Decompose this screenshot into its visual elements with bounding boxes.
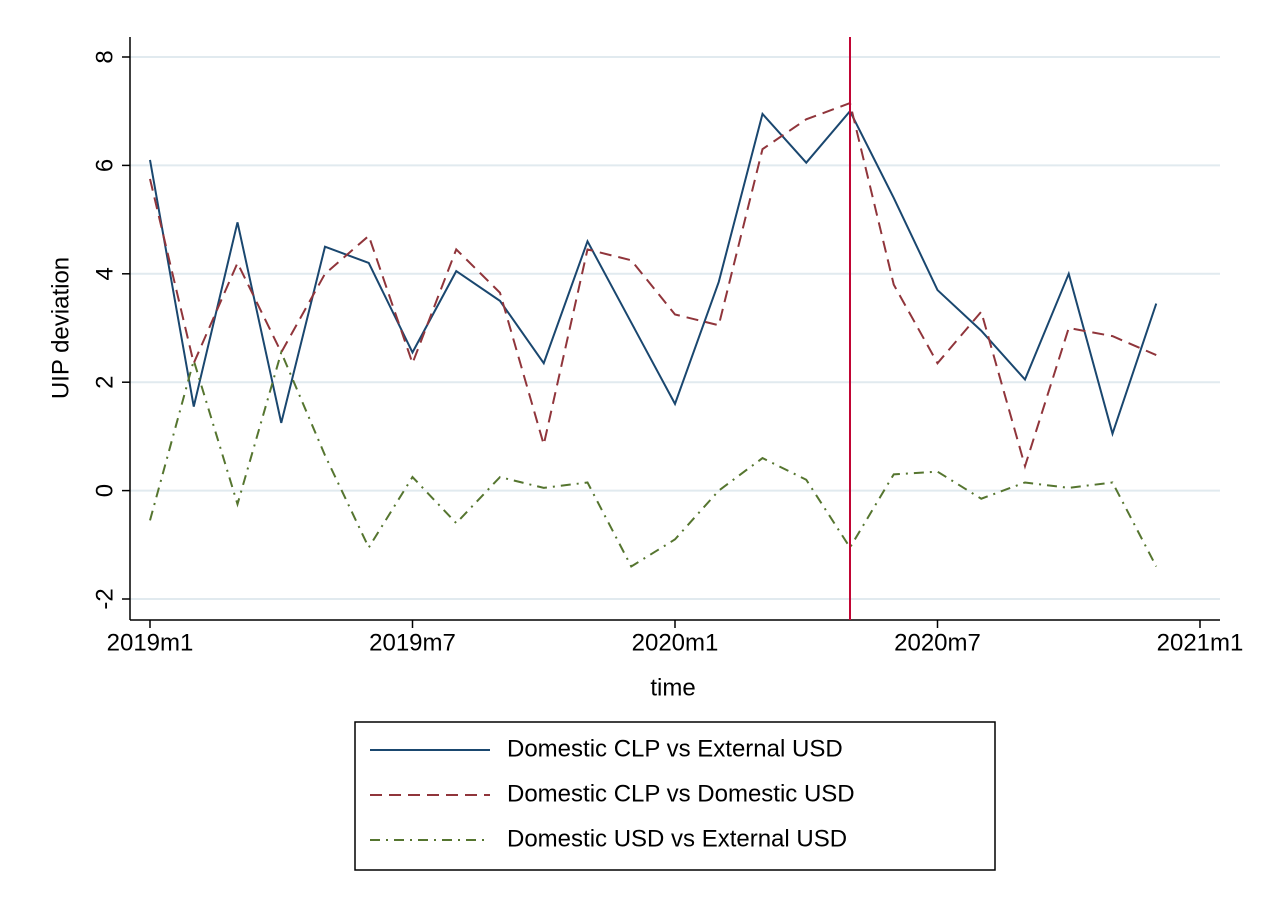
x-tick-label: 2019m7 xyxy=(369,629,456,656)
y-axis-title: UIP deviation xyxy=(47,257,74,399)
x-tick-label: 2020m7 xyxy=(894,629,981,656)
y-tick-label: 4 xyxy=(91,267,118,280)
y-tick-label: 6 xyxy=(91,159,118,172)
legend-label: Domestic CLP vs Domestic USD xyxy=(507,780,855,807)
x-axis-title: time xyxy=(650,674,695,701)
y-tick-label: 2 xyxy=(91,376,118,389)
series-line xyxy=(149,349,1158,568)
series-line xyxy=(149,101,1157,470)
y-tick-label: 8 xyxy=(91,50,118,63)
y-tick-label: 0 xyxy=(91,484,118,497)
x-tick-label: 2021m1 xyxy=(1157,629,1244,656)
legend-box xyxy=(354,721,996,871)
legend-label: Domestic USD vs External USD xyxy=(507,825,847,852)
y-tick-label: -2 xyxy=(91,588,118,609)
series-line xyxy=(149,109,1158,438)
x-tick-label: 2019m1 xyxy=(107,629,194,656)
x-tick-label: 2020m1 xyxy=(632,629,719,656)
legend-label: Domestic CLP vs External USD xyxy=(507,735,843,762)
